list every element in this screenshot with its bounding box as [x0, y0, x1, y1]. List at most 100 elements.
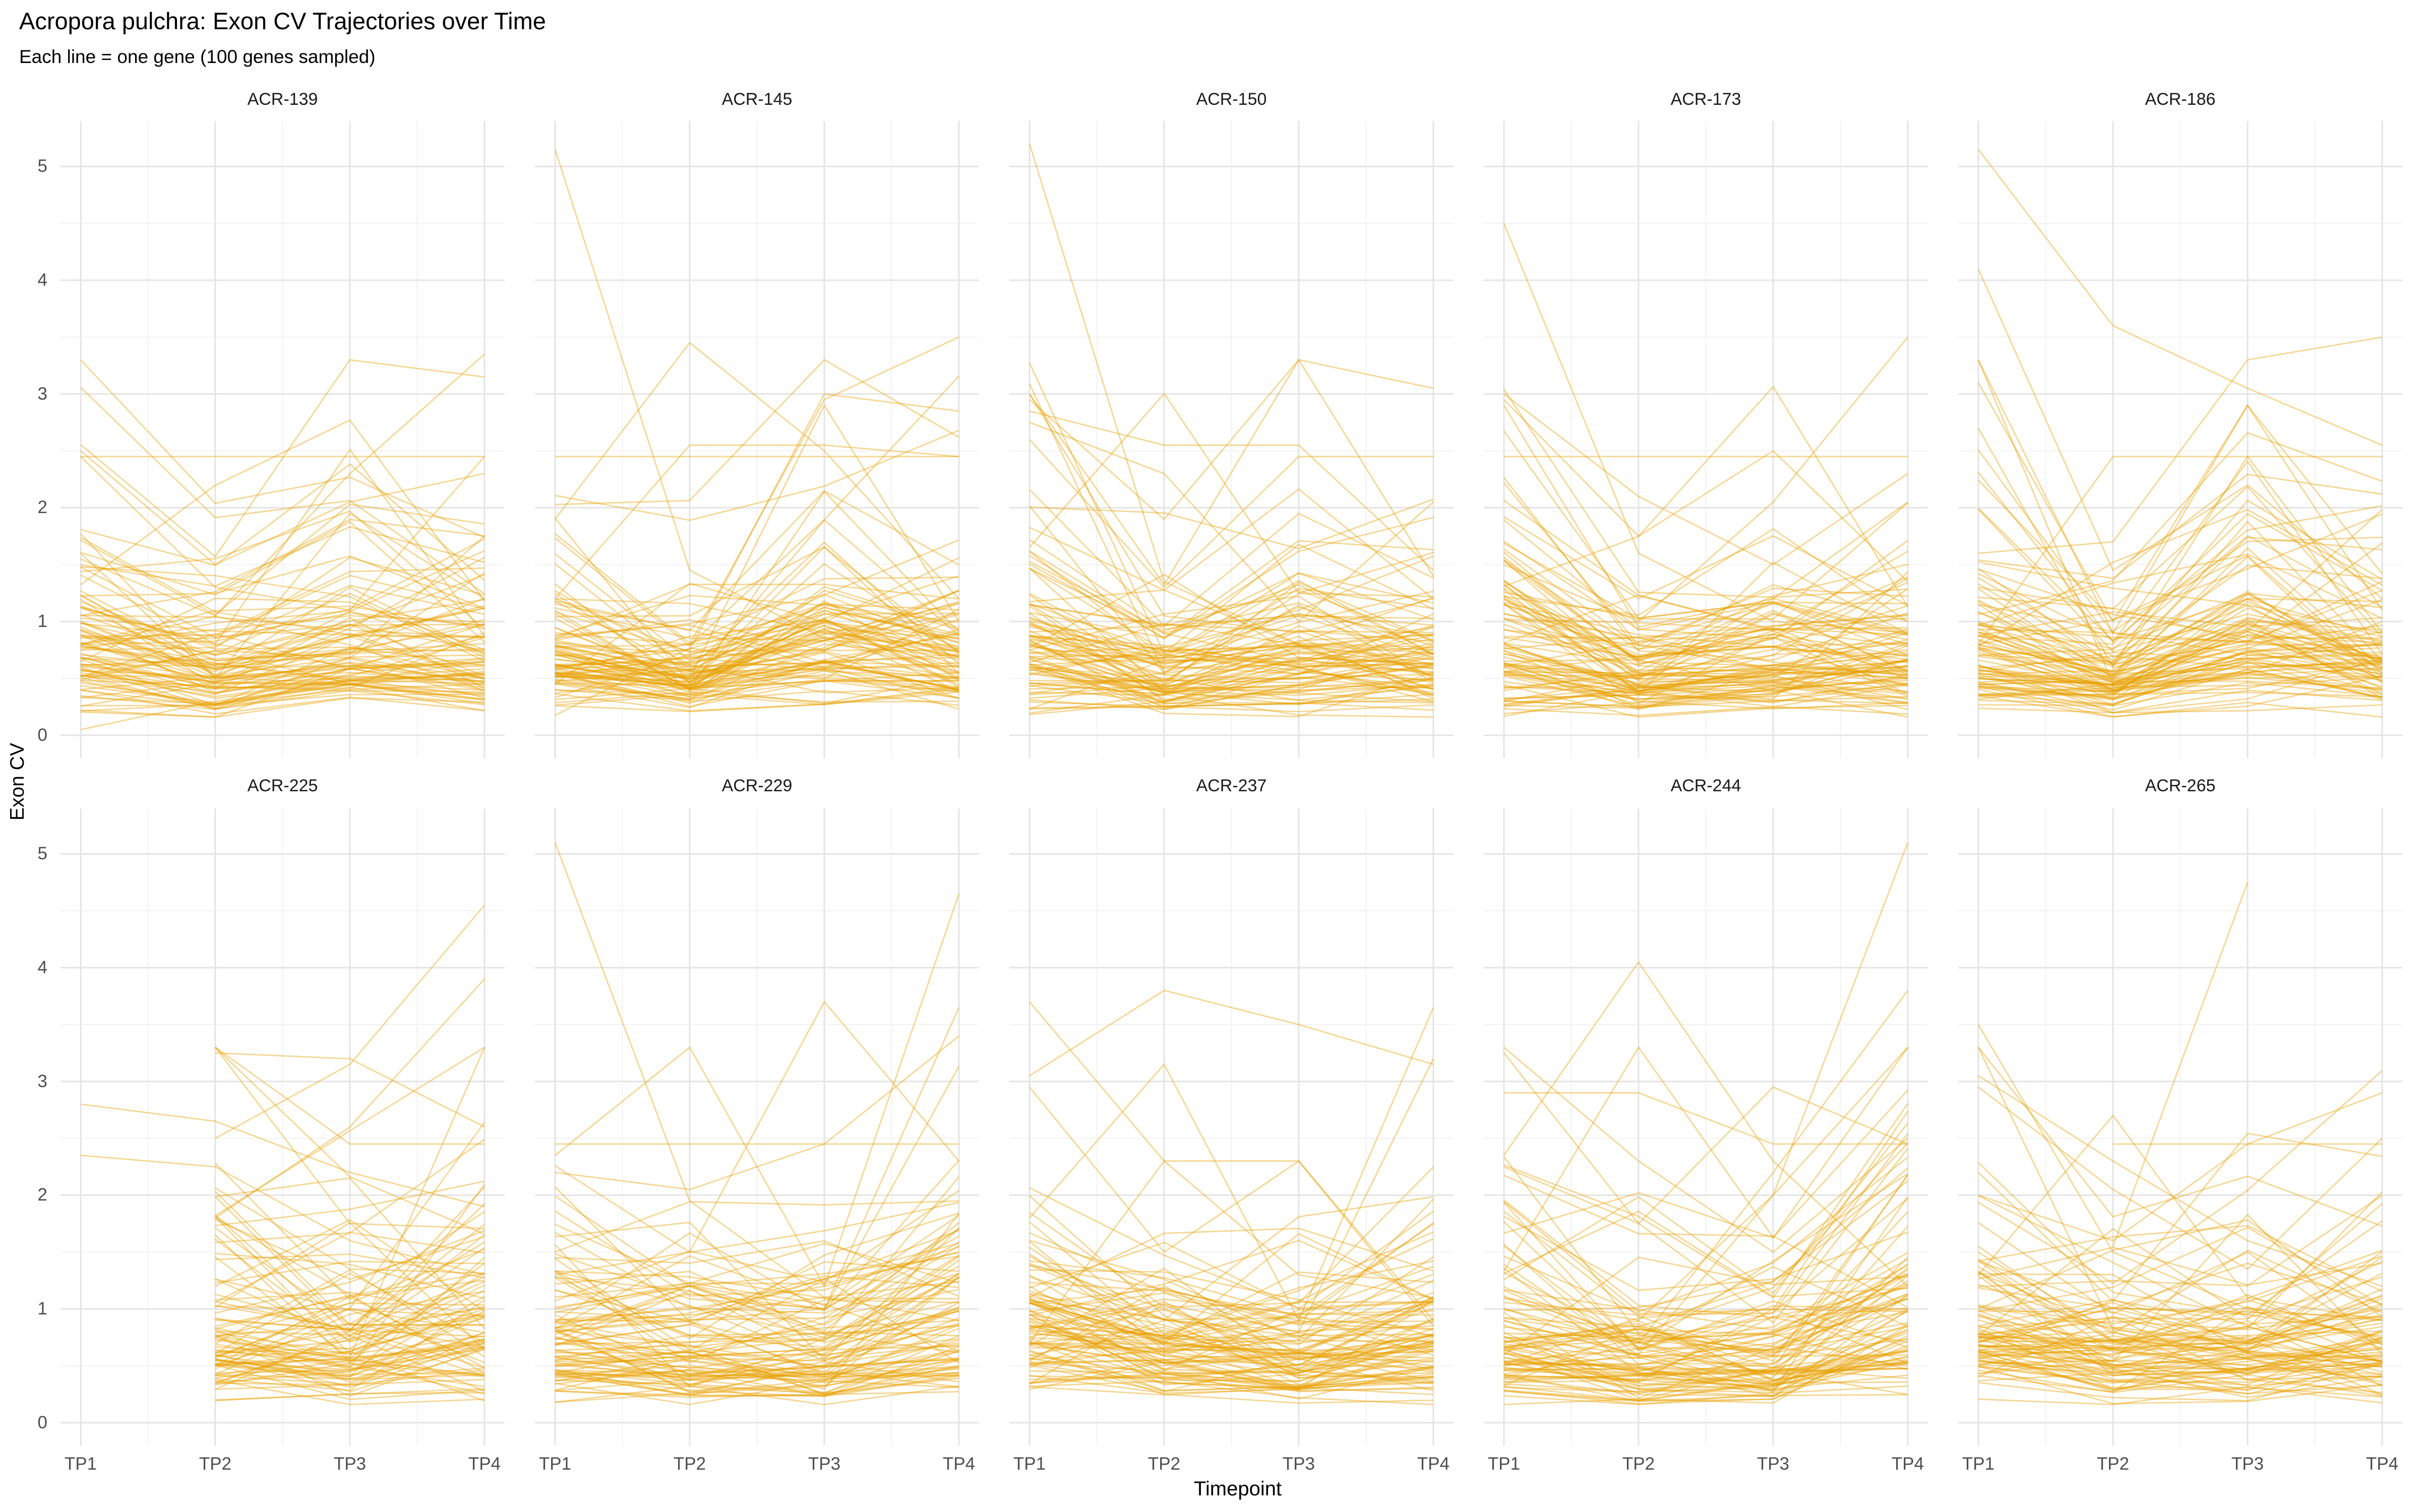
gene-line	[215, 1339, 485, 1359]
gene-line	[215, 1350, 485, 1377]
gene-line	[80, 637, 485, 690]
gene-line	[1978, 1336, 2383, 1367]
gene-line	[555, 670, 959, 702]
gene-line	[1029, 1319, 1434, 1373]
gene-line	[80, 615, 485, 691]
facet-strip-acr-139: ACR-139	[247, 90, 318, 109]
gene-line	[1029, 1375, 1434, 1392]
gene-line	[80, 555, 485, 609]
gene-line	[215, 1227, 485, 1326]
gene-line	[1978, 499, 2383, 663]
gene-line	[1978, 542, 2383, 643]
gene-line	[1978, 593, 2383, 675]
gene-line	[215, 1257, 485, 1377]
gene-line	[1029, 626, 1434, 675]
gene-line	[1978, 695, 2383, 718]
gene-line	[1503, 1355, 1908, 1389]
gene-line	[1029, 597, 1434, 659]
gene-line	[555, 1285, 959, 1353]
gene-line	[215, 1364, 485, 1401]
x-tick-label: TP3	[1757, 1454, 1790, 1474]
gene-line	[1977, 449, 2383, 644]
gene-line	[1029, 673, 1434, 687]
gene-line	[1503, 605, 1908, 658]
gene-line	[1978, 1225, 2383, 1292]
gene-line	[1029, 673, 1434, 706]
gene-line	[1029, 1359, 1434, 1369]
gene-line	[215, 1261, 485, 1284]
gene-line	[1503, 591, 1908, 656]
gene-line	[215, 1346, 485, 1380]
gene-line	[1978, 1306, 2383, 1359]
gene-line	[555, 612, 959, 665]
gene-line	[1978, 1315, 2383, 1361]
gene-line	[1029, 630, 1434, 683]
gene-line	[1978, 593, 2383, 697]
gene-line	[555, 583, 959, 640]
facet-panel-acr-145	[535, 121, 979, 758]
gene-line	[555, 1235, 959, 1309]
gene-line	[1503, 664, 1908, 710]
gene-line	[1503, 548, 1908, 660]
gene-line	[1029, 1222, 1434, 1322]
gene-line	[555, 1319, 959, 1358]
gene-line	[555, 1273, 959, 1356]
gene-line	[555, 624, 959, 683]
gene-line	[1978, 623, 2383, 700]
gene-line	[1029, 1340, 1434, 1392]
gene-line	[1978, 1270, 2383, 1370]
gene-line	[555, 613, 959, 690]
gene-line	[555, 661, 959, 690]
gene-line	[1977, 460, 2383, 655]
gene-line	[1503, 659, 1908, 701]
gene-line	[215, 1276, 485, 1357]
gene-line	[1503, 1308, 1908, 1387]
gene-line	[1029, 1314, 1434, 1386]
gene-line	[215, 1331, 485, 1390]
facet-plot-svg	[1484, 121, 1928, 758]
gene-line	[1029, 1232, 1434, 1326]
gene-line	[1978, 661, 2383, 685]
gene-line	[1503, 961, 1908, 1287]
gene-line	[555, 600, 959, 696]
gene-line	[1503, 516, 1908, 606]
y-tick-label: 1	[37, 611, 47, 632]
gene-line	[1029, 1308, 1434, 1361]
gene-line	[215, 1290, 485, 1375]
gene-line	[1977, 382, 2383, 623]
gene-line	[1029, 1325, 1434, 1363]
gene-line	[555, 1366, 959, 1385]
gene-line	[1029, 640, 1434, 705]
gene-line	[555, 1165, 959, 1253]
gene-line	[80, 510, 485, 630]
gene-line	[1978, 1273, 2383, 1344]
gene-line	[1503, 1047, 1909, 1355]
gene-line	[80, 612, 485, 640]
gene-line	[1503, 1052, 1908, 1225]
gene-line	[80, 633, 485, 677]
gene-line	[555, 393, 959, 657]
gene-line	[1029, 704, 1434, 713]
gene-line	[215, 1336, 485, 1388]
facet-plot-svg	[535, 808, 979, 1445]
gene-line	[555, 636, 959, 694]
gene-line	[1503, 659, 1908, 694]
gene-line	[1029, 1340, 1434, 1374]
gene-line	[555, 1271, 959, 1335]
gene-line	[1029, 568, 1434, 692]
gene-line	[1978, 1075, 2383, 1287]
gene-line	[1503, 1336, 1908, 1386]
gene-line	[554, 444, 959, 599]
gene-line	[1029, 623, 1434, 690]
gene-line	[1029, 1287, 1434, 1331]
gene-line	[1029, 572, 1434, 657]
gene-line	[1029, 1329, 1434, 1382]
gene-line	[555, 1282, 959, 1352]
gene-line	[1029, 1358, 1434, 1393]
gene-line	[1503, 1216, 1908, 1291]
gene-line	[215, 1177, 486, 1330]
gene-line	[1978, 1336, 2383, 1370]
gene-line	[1029, 1344, 1434, 1364]
gene-line	[555, 611, 959, 653]
gene-line	[1503, 576, 1908, 661]
